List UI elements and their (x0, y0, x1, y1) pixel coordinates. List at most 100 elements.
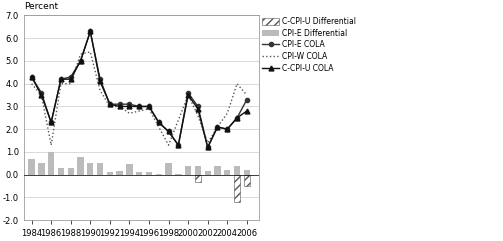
Bar (28, 159, 35, 175)
CPI-W COLA (68, 82, 74, 85)
Bar (146, 172, 152, 175)
CPI-E COLA (214, 126, 220, 128)
Bar (87, 163, 94, 175)
CPI-E COLA (156, 121, 162, 124)
CPI-E COLA (165, 130, 172, 133)
CPI-W COLA (88, 50, 94, 53)
CPI-W COLA (97, 89, 103, 92)
CPI-E COLA (126, 103, 132, 106)
CPI-W COLA (234, 82, 240, 85)
C-CPI-U COLA (156, 121, 162, 124)
C-CPI-U COLA (165, 130, 172, 133)
CPI-E COLA (205, 146, 211, 149)
Bar (175, 174, 182, 175)
C-CPI-U COLA (205, 146, 211, 149)
Bar (136, 172, 142, 175)
Bar (214, 166, 221, 175)
CPI-E COLA (58, 78, 64, 81)
Bar (155, 174, 162, 175)
CPI-E COLA (244, 98, 250, 101)
Bar (77, 156, 83, 175)
Line: CPI-W COLA: CPI-W COLA (32, 52, 247, 145)
Bar (58, 168, 64, 175)
Bar (48, 152, 54, 175)
CPI-W COLA (107, 105, 113, 108)
CPI-W COLA (176, 119, 182, 121)
Line: C-CPI-U COLA: C-CPI-U COLA (29, 29, 249, 150)
C-CPI-U COLA (68, 78, 74, 81)
CPI-W COLA (58, 82, 64, 85)
Bar (38, 163, 45, 175)
Line: CPI-E COLA: CPI-E COLA (30, 29, 249, 149)
C-CPI-U COLA (48, 121, 54, 124)
Bar (165, 163, 172, 175)
Legend: C-CPI-U Differential, CPI-E Differential, CPI-E COLA, CPI-W COLA, C-CPI-U COLA: C-CPI-U Differential, CPI-E Differential… (261, 15, 358, 74)
CPI-E COLA (136, 105, 142, 108)
CPI-W COLA (195, 114, 201, 117)
C-CPI-U COLA (107, 103, 113, 106)
C-CPI-U COLA (146, 105, 152, 108)
CPI-W COLA (126, 112, 132, 115)
CPI-E COLA (88, 30, 94, 33)
CPI-E COLA (146, 105, 152, 108)
CPI-E COLA (68, 75, 74, 78)
C-CPI-U COLA (29, 75, 35, 78)
CPI-E COLA (107, 103, 113, 106)
CPI-W COLA (146, 107, 152, 110)
CPI-E COLA (224, 128, 230, 131)
Bar (243, 170, 250, 175)
CPI-W COLA (29, 82, 35, 85)
CPI-W COLA (185, 94, 191, 97)
CPI-W COLA (156, 126, 162, 128)
Bar (67, 168, 74, 175)
C-CPI-U COLA (136, 105, 142, 108)
C-CPI-U COLA (88, 30, 94, 33)
Bar (195, 166, 201, 175)
CPI-W COLA (224, 112, 230, 115)
Bar (234, 175, 240, 202)
CPI-E COLA (38, 91, 44, 94)
Bar (126, 164, 133, 175)
Bar (234, 166, 240, 175)
Bar (107, 172, 113, 175)
CPI-E COLA (77, 60, 83, 62)
CPI-W COLA (205, 141, 211, 144)
CPI-E COLA (234, 116, 240, 119)
CPI-E COLA (176, 144, 182, 147)
CPI-W COLA (48, 144, 54, 147)
Bar (224, 170, 230, 175)
CPI-W COLA (38, 94, 44, 97)
CPI-W COLA (165, 144, 172, 147)
Bar (117, 171, 123, 175)
C-CPI-U COLA (224, 128, 230, 131)
C-CPI-U COLA (77, 60, 83, 62)
Bar (243, 175, 250, 186)
C-CPI-U COLA (244, 110, 250, 113)
C-CPI-U COLA (176, 144, 182, 147)
C-CPI-U COLA (195, 107, 201, 110)
C-CPI-U COLA (117, 105, 123, 108)
Text: Percent: Percent (24, 2, 58, 11)
CPI-W COLA (117, 105, 123, 108)
C-CPI-U COLA (185, 94, 191, 97)
C-CPI-U COLA (126, 105, 132, 108)
Bar (205, 171, 211, 175)
C-CPI-U COLA (38, 94, 44, 97)
CPI-E COLA (117, 103, 123, 106)
C-CPI-U COLA (58, 78, 64, 81)
CPI-W COLA (136, 110, 142, 113)
C-CPI-U COLA (214, 126, 220, 128)
Bar (185, 166, 191, 175)
Bar (97, 163, 103, 175)
CPI-W COLA (77, 53, 83, 56)
CPI-E COLA (48, 121, 54, 124)
CPI-W COLA (214, 126, 220, 128)
CPI-E COLA (97, 78, 103, 81)
CPI-W COLA (244, 94, 250, 97)
CPI-E COLA (195, 105, 201, 108)
C-CPI-U COLA (234, 116, 240, 119)
CPI-E COLA (29, 75, 35, 78)
CPI-E COLA (185, 91, 191, 94)
C-CPI-U COLA (97, 80, 103, 83)
Bar (195, 175, 201, 181)
